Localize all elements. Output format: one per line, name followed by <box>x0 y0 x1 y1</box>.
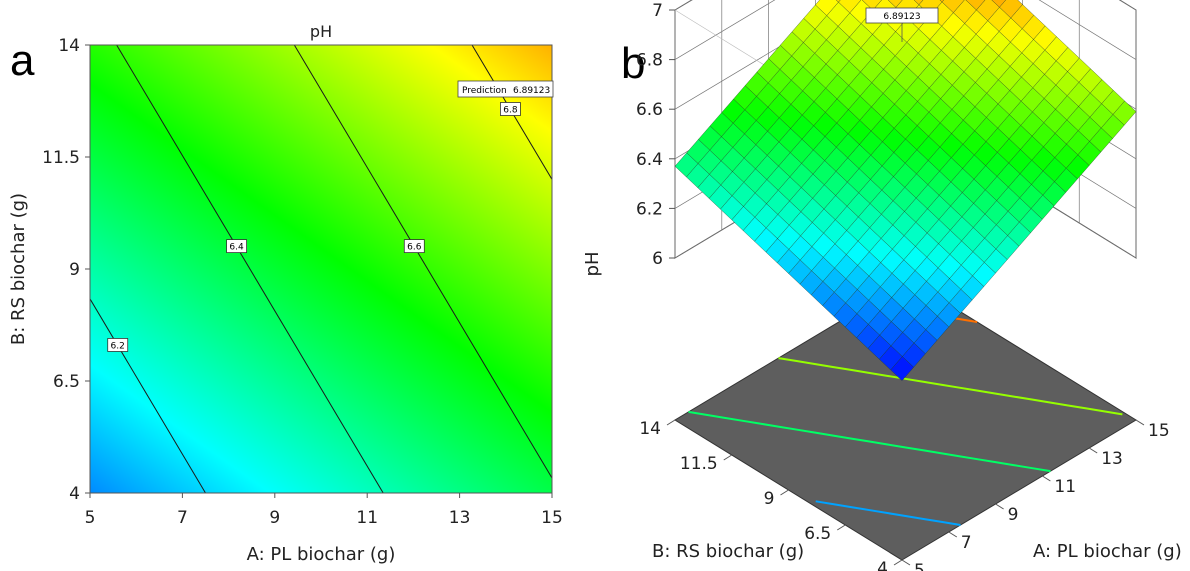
contour-x-axis-label: A: PL biochar (g) <box>247 544 396 565</box>
a-tick-label: 7 <box>961 533 972 553</box>
contour-label-box-6.6 <box>403 239 425 254</box>
floor-contour-6.6 <box>778 357 1123 416</box>
a-tick-mark <box>1135 419 1145 426</box>
wall-grid-z <box>674 0 1137 60</box>
contour-lines <box>90 45 552 493</box>
a-tick-mark <box>995 503 1004 510</box>
surface-cell <box>838 0 862 14</box>
surface-cell <box>941 0 965 13</box>
a-tick-mark <box>901 559 911 566</box>
contour-line-6.6 <box>293 45 552 480</box>
contour-x-ticks: 5 7 9 11 13 15 <box>85 493 563 528</box>
b-tick-mark <box>723 454 733 461</box>
contour-y-ticks: 4 6.5 9 11.5 14 <box>42 36 90 504</box>
y-tick-label: 4 <box>69 484 80 504</box>
panel-a-label: a <box>10 36 35 85</box>
surface-prediction-value: 6.89123 <box>883 12 920 22</box>
b-tick-mark <box>836 524 846 531</box>
a-tick-mark <box>948 531 958 538</box>
surface-cell <box>815 0 839 16</box>
a-tick-label: 5 <box>914 561 925 571</box>
x-tick-label: 7 <box>177 508 188 528</box>
b-tick-label: 11.5 <box>680 454 718 474</box>
surface-cell <box>991 0 1006 8</box>
surface-cell <box>953 0 977 24</box>
contour-label-6.4: 6.4 <box>229 243 244 253</box>
contour-label-6.8: 6.8 <box>503 106 518 116</box>
response-surface <box>674 0 1137 381</box>
z-tick-label: 6.2 <box>636 199 663 219</box>
b-tick-mark <box>780 489 789 496</box>
prediction-value: 6.89123 <box>513 86 550 96</box>
z-tick-label: 6.4 <box>636 150 663 170</box>
surface-cell <box>913 0 924 5</box>
surface-z-axis-label: pH <box>582 252 603 277</box>
x-tick-label: 15 <box>541 508 563 528</box>
y-tick-label: 6.5 <box>53 372 80 392</box>
x-tick-label: 13 <box>449 508 471 528</box>
b-tick-label: 9 <box>764 489 775 509</box>
b-tick-label: 4 <box>877 559 888 571</box>
surface-cell <box>939 0 944 3</box>
a-tick-label: 9 <box>1008 505 1019 525</box>
contour-label-box-6.2 <box>107 338 129 352</box>
surface-cell <box>861 0 882 11</box>
x-tick-label: 5 <box>85 508 96 528</box>
b-tick-label: 14 <box>639 419 661 439</box>
y-tick-label: 14 <box>58 36 80 56</box>
panel-b-label: b <box>621 39 645 88</box>
floor-contour-6.2 <box>815 500 961 526</box>
a-tick-label: 13 <box>1101 449 1123 469</box>
surface-y-axis-label: B: RS biochar (g) <box>652 541 804 562</box>
z-tick-label: 6.8 <box>636 51 663 71</box>
surface-cell <box>976 0 1000 21</box>
surface-cell <box>835 0 841 3</box>
contour-label-6.2: 6.2 <box>111 341 125 351</box>
surface-panel: b 6 6.2 6.4 6.6 6.8 7 4 6.5 9 11.5 14 5 7 9 11 13 15 6.8… <box>582 0 1182 571</box>
contour-label-box-6.8 <box>500 102 521 116</box>
prediction-flag: Prediction 6.89123 <box>457 80 554 98</box>
a-tick-mark <box>1088 447 1098 454</box>
contour-label-6.6: 6.6 <box>407 243 422 253</box>
surface-cell <box>999 0 1023 19</box>
surface-prediction-flag: 6.89123 <box>865 7 939 42</box>
surface-ticks: 6 6.2 6.4 6.6 6.8 7 4 6.5 9 11.5 14 5 7 9 11 13 15 <box>636 1 1170 571</box>
prediction-label: Prediction <box>462 86 507 96</box>
contour-line-6.2 <box>90 297 206 493</box>
b-tick-mark <box>893 559 903 566</box>
x-tick-label: 9 <box>269 508 280 528</box>
z-tick-label: 6.6 <box>636 100 663 120</box>
a-tick-mark <box>1042 475 1051 482</box>
surface-cell <box>965 0 986 11</box>
z-tick-label: 7 <box>652 1 663 21</box>
surface-x-axis-label: A: PL biochar (g) <box>1033 541 1182 562</box>
contour-line-6.8 <box>471 45 552 181</box>
a-tick-label: 11 <box>1054 477 1076 497</box>
y-tick-label: 11.5 <box>42 148 80 168</box>
b-tick-label: 6.5 <box>804 524 831 544</box>
floor-contour-6.4 <box>688 410 1051 473</box>
contour-y-axis-label: B: RS biochar (g) <box>8 193 29 345</box>
b-tick-mark <box>666 419 676 426</box>
contour-title: pH <box>310 22 332 41</box>
contour-label-box-6.4 <box>226 239 247 254</box>
contour-line-6.4 <box>116 45 384 493</box>
contour-fill <box>90 45 552 493</box>
z-tick-label: 6 <box>652 249 663 269</box>
contour-labels: 6.2 6.4 6.6 6.8 <box>107 102 521 352</box>
surface-cell <box>887 0 903 8</box>
x-tick-label: 11 <box>356 508 378 528</box>
a-tick-label: 15 <box>1148 421 1170 441</box>
y-tick-label: 9 <box>69 260 80 280</box>
